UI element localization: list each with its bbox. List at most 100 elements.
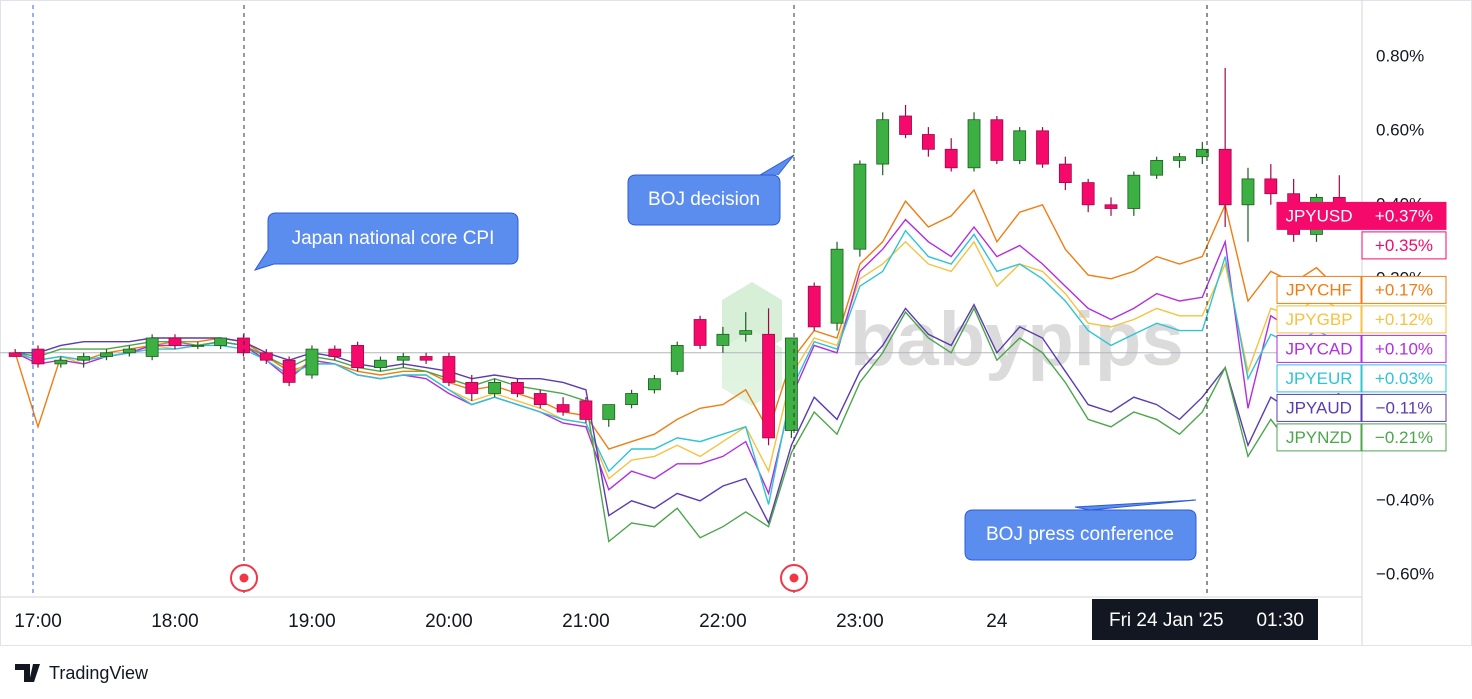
badge-value-box [1361,201,1447,230]
candle-body [8,352,22,357]
x-tick-label: 17:00 [14,611,62,632]
line-series [15,306,1340,543]
watermark-text: babypips [850,297,1184,382]
badge-value-box [1361,334,1447,363]
badge-value-box [1361,364,1447,393]
badge-value-box [1361,393,1447,422]
price-badge: JPYCHF +0.17% [1276,275,1447,304]
badge-name: JPYAUD [1286,398,1352,417]
candle-body [465,381,479,394]
candle-body [511,381,524,394]
annotation: BOJ decision [648,189,760,210]
candle-body [1013,130,1027,161]
event-dot [239,573,249,583]
badge-name: JPYCAD [1285,339,1352,358]
candle-body [853,163,867,250]
price-badge: +0.35% [1361,231,1447,260]
badge-value: +0.37% [1375,206,1433,225]
badge-name-box [1276,393,1362,422]
badge-name: JPYCHF [1286,280,1352,299]
price-badge: JPYCAD +0.10% [1276,334,1447,363]
annotation: Japan national core CPI [292,228,495,249]
candle-body [1036,130,1049,165]
candle-body [739,330,753,335]
badge-name-box [1276,334,1362,363]
candle-body [374,359,387,369]
callout [964,509,1197,561]
event-lines [32,5,1208,597]
candle-body [556,404,570,413]
badge-value-box [1361,305,1447,334]
plot [0,67,1362,543]
badge-name-box [1276,201,1362,230]
callout [627,154,795,226]
candle-body [122,348,136,354]
candle-body [145,337,159,357]
candle-body [967,119,981,169]
candle-body [259,352,273,361]
price-badge: JPYEUR +0.03% [1276,364,1447,393]
badge-value-box [1361,231,1447,260]
candle-body [1218,148,1232,206]
candle-body [305,348,319,376]
candle-body [1173,156,1186,161]
candle-body [1104,204,1118,209]
axes: 0.80%0.60%0.40%0.20%−0.40%−0.60%17:0018:… [14,46,1447,632]
x-tick-label: 18:00 [151,611,199,632]
price-badge: JPYUSD +0.37% [1276,201,1447,230]
candle-body [419,356,433,361]
candle-body [648,378,661,391]
candle-body [396,356,410,361]
badge-name-box [1276,275,1362,304]
candle-body [1241,178,1255,206]
candle-body [921,134,935,150]
candle-body [762,333,775,439]
candle-body [1081,182,1095,206]
event-dot [789,573,799,583]
candle-body [328,348,342,357]
brand: TradingView [15,663,149,683]
candle-body [100,352,113,357]
badge-name: JPYEUR [1285,369,1352,388]
badge-value: +0.12% [1375,310,1433,329]
candle-body [442,356,456,383]
candle-body [54,359,68,365]
candle-body [693,319,707,346]
candle-body [31,348,45,365]
frame [0,0,1472,646]
candle-body [1195,148,1209,158]
badge-value: +0.10% [1375,339,1433,358]
candle-body [488,381,502,394]
candle-body [944,148,958,169]
badge-value: +0.17% [1375,280,1433,299]
badge-value-box [1361,275,1447,304]
candle-body [807,285,821,328]
y-tick-label: −0.40% [1376,490,1434,509]
badge-value-box [1361,423,1447,452]
candle-body [830,248,844,324]
candle-body [1058,163,1072,184]
y-tick-label: 0.60% [1376,120,1424,139]
candle-body [625,393,638,406]
x-tick-label: 21:00 [562,611,610,632]
badge-value: −0.21% [1375,428,1433,447]
x-tick-label: 24 [986,611,1008,632]
line-series [14,229,1340,505]
badge-name: JPYUSD [1285,206,1352,225]
badge-name: JPYNZD [1286,428,1352,447]
badge-name-box [1276,364,1362,393]
candle-body [1264,178,1278,195]
candle-body [876,119,890,165]
badge-name-box [1276,305,1362,334]
crosshair-label-box [1092,599,1318,640]
candle-body [282,359,296,383]
candle-body [214,337,228,346]
price-badge: JPYNZD −0.21% [1276,423,1447,452]
candle-body [899,115,912,135]
candle-body [990,119,1004,161]
line-series [15,303,1340,525]
event-markers [230,564,808,592]
callout [253,212,519,271]
